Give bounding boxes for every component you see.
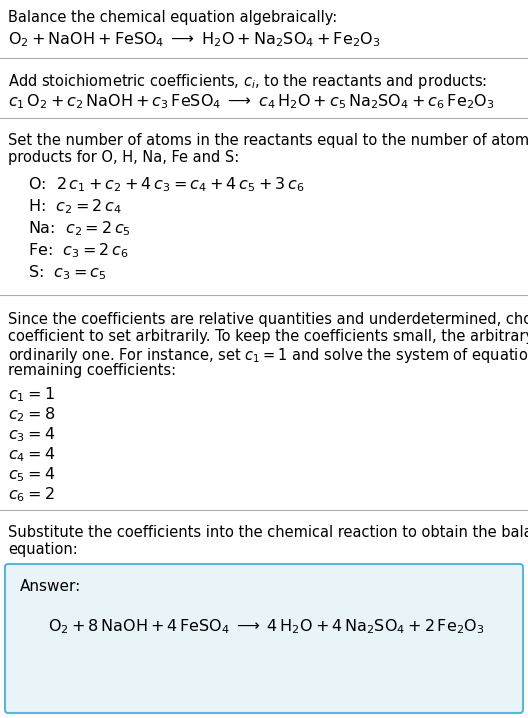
Text: $c_3 = 4$: $c_3 = 4$ — [8, 425, 55, 444]
Text: Answer:: Answer: — [20, 579, 81, 594]
Text: $c_1 = 1$: $c_1 = 1$ — [8, 385, 55, 404]
Text: Substitute the coefficients into the chemical reaction to obtain the balanced
eq: Substitute the coefficients into the che… — [8, 525, 528, 557]
Text: $c_5 = 4$: $c_5 = 4$ — [8, 465, 55, 484]
Text: H:  $c_2 = 2\,c_4$: H: $c_2 = 2\,c_4$ — [28, 197, 121, 215]
Text: Fe:  $c_3 = 2\,c_6$: Fe: $c_3 = 2\,c_6$ — [28, 241, 128, 260]
Text: S:  $c_3 = c_5$: S: $c_3 = c_5$ — [28, 263, 107, 281]
Text: Set the number of atoms in the reactants equal to the number of atoms in the
pro: Set the number of atoms in the reactants… — [8, 133, 528, 165]
Text: remaining coefficients:: remaining coefficients: — [8, 363, 176, 378]
Text: Add stoichiometric coefficients, $c_i$, to the reactants and products:: Add stoichiometric coefficients, $c_i$, … — [8, 72, 487, 91]
Text: Since the coefficients are relative quantities and underdetermined, choose a: Since the coefficients are relative quan… — [8, 312, 528, 327]
Text: coefficient to set arbitrarily. To keep the coefficients small, the arbitrary va: coefficient to set arbitrarily. To keep … — [8, 329, 528, 344]
Text: O:  $2\,c_1 + c_2 + 4\,c_3 = c_4 + 4\,c_5 + 3\,c_6$: O: $2\,c_1 + c_2 + 4\,c_3 = c_4 + 4\,c_5… — [28, 175, 305, 194]
Text: Balance the chemical equation algebraically:: Balance the chemical equation algebraica… — [8, 10, 337, 25]
FancyBboxPatch shape — [5, 564, 523, 713]
Text: $c_6 = 2$: $c_6 = 2$ — [8, 485, 54, 504]
Text: ordinarily one. For instance, set $c_1 = 1$ and solve the system of equations fo: ordinarily one. For instance, set $c_1 =… — [8, 346, 528, 365]
Text: Na:  $c_2 = 2\,c_5$: Na: $c_2 = 2\,c_5$ — [28, 219, 131, 238]
Text: $\mathrm{O_2 + NaOH + FeSO_4 \;\longrightarrow\; H_2O + Na_2SO_4 + Fe_2O_3}$: $\mathrm{O_2 + NaOH + FeSO_4 \;\longrigh… — [8, 30, 381, 49]
Text: $c_1\,\mathrm{O_2} + c_2\,\mathrm{NaOH} + c_3\,\mathrm{FeSO_4} \;\longrightarrow: $c_1\,\mathrm{O_2} + c_2\,\mathrm{NaOH} … — [8, 92, 495, 111]
Text: $\mathrm{O_2 + 8\,NaOH + 4\,FeSO_4 \;\longrightarrow\; 4\,H_2O + 4\,Na_2SO_4 + 2: $\mathrm{O_2 + 8\,NaOH + 4\,FeSO_4 \;\lo… — [48, 617, 485, 635]
Text: $c_4 = 4$: $c_4 = 4$ — [8, 445, 55, 464]
Text: $c_2 = 8$: $c_2 = 8$ — [8, 405, 55, 424]
